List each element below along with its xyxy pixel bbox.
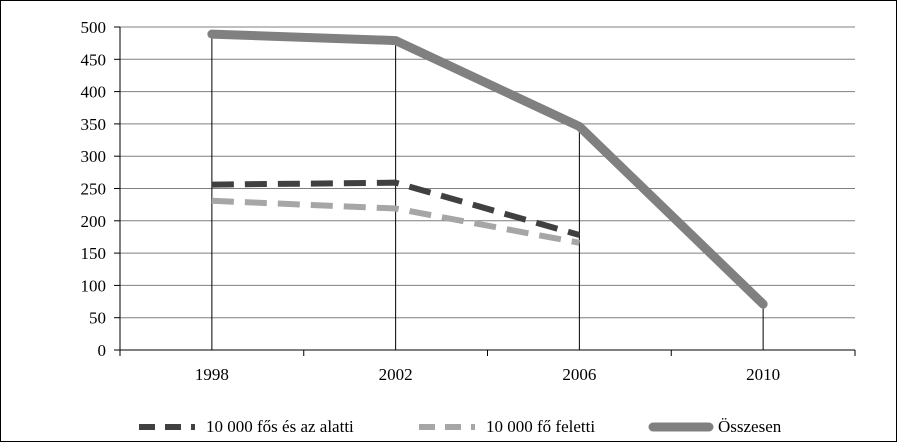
legend: 10 000 fős és az alatti 10 000 fő feletti… (139, 417, 782, 436)
series-line-3 (207, 29, 768, 309)
legend-label-2: 10 000 fő feletti (486, 417, 595, 436)
y-tick-label: 250 (81, 180, 107, 199)
gridlines (120, 26, 855, 319)
y-tick-label: 300 (81, 147, 107, 166)
y-tick-label: 50 (89, 309, 106, 328)
x-axis-tick-labels: 1998 2002 2006 2010 (195, 365, 780, 384)
series-lines (207, 29, 768, 309)
y-tick-label: 350 (81, 115, 107, 134)
y-tick-label: 450 (81, 50, 107, 69)
y-axis-tick-labels: 0 50 100 150 200 250 300 350 400 450 500 (81, 18, 107, 360)
y-tick-label: 0 (98, 341, 107, 360)
y-tick-label: 150 (81, 244, 107, 263)
x-tick-label: 2006 (562, 365, 596, 384)
series-line-2 (211, 197, 580, 246)
y-tick-label: 400 (81, 83, 107, 102)
y-tick-label: 200 (81, 212, 107, 231)
y-tick-label: 100 (81, 276, 107, 295)
legend-label-3: Összesen (718, 417, 782, 436)
y-tick-label: 500 (81, 18, 107, 37)
x-tick-label: 1998 (195, 365, 229, 384)
drop-lines (211, 34, 764, 350)
axes (114, 26, 856, 356)
legend-label-1: 10 000 fős és az alatti (206, 417, 354, 436)
series-line-1 (211, 179, 581, 238)
x-tick-label: 2010 (746, 365, 780, 384)
x-tick-label: 2002 (379, 365, 413, 384)
